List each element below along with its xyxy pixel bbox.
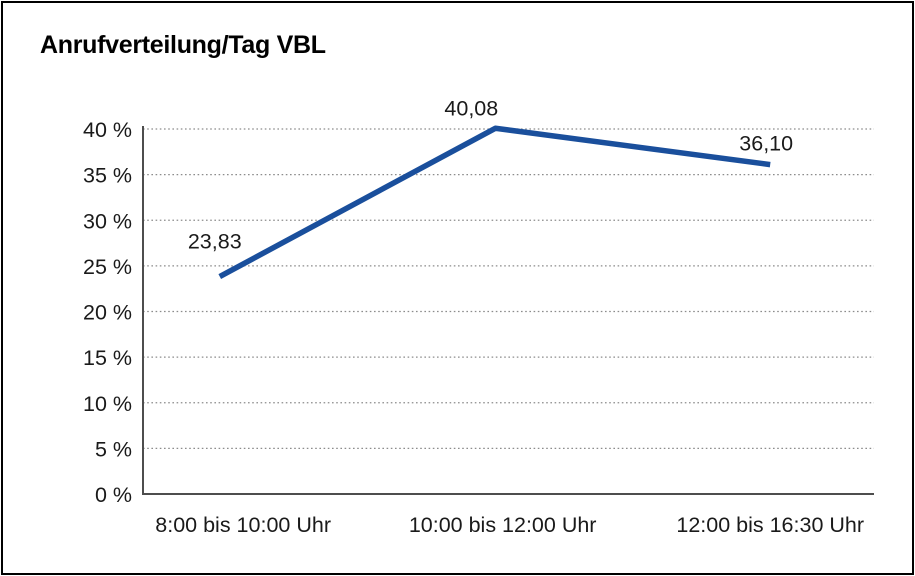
value-label: 36,10 — [739, 132, 793, 156]
x-category-label: 12:00 bis 16:30 Uhr — [676, 513, 864, 537]
x-category-label: 8:00 bis 10:00 Uhr — [155, 513, 331, 537]
y-tick-label: 10 % — [83, 392, 132, 416]
y-tick-label: 25 % — [83, 255, 132, 279]
y-tick-label: 35 % — [83, 164, 132, 188]
y-tick-label: 0 % — [95, 483, 132, 507]
data-line — [218, 125, 771, 279]
y-tick-label: 15 % — [83, 346, 132, 370]
y-tick-label: 30 % — [83, 209, 132, 233]
x-category-label: 10:00 bis 12:00 Uhr — [409, 513, 597, 537]
value-label: 23,83 — [188, 230, 242, 254]
line-chart: 0 % 5 % 10 % 15 % 20 % 25 % 30 % 35 % 40 % 23,83 4… — [83, 96, 874, 537]
y-tick-label: 20 % — [83, 301, 132, 325]
value-label: 40,08 — [444, 96, 498, 120]
chart-title: Anrufverteilung/Tag VBL — [40, 31, 326, 59]
y-tick-label: 5 % — [95, 437, 132, 461]
y-tick-label: 40 % — [83, 118, 132, 142]
